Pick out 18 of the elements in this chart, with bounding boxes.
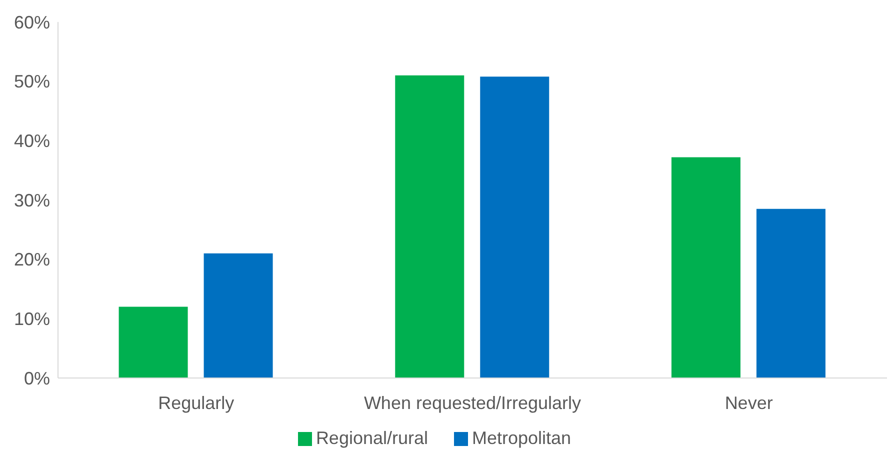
bar [671,157,740,378]
bar [756,208,826,378]
bar [395,75,464,378]
legend-label: Regional/rural [316,428,428,448]
y-tick-label: 0% [24,368,50,388]
y-tick-label: 50% [14,72,50,92]
y-tick-label: 60% [14,12,50,32]
y-tick-label: 20% [14,250,50,270]
bar [480,76,550,378]
x-tick-label: Regularly [158,392,234,413]
y-tick-label: 30% [14,190,50,210]
bar [118,306,188,378]
x-tick-label: When requested/Irregularly [364,392,582,413]
y-tick-label: 40% [14,131,50,152]
bar [204,253,273,378]
x-tick-label: Never [724,392,773,413]
legend-label: Metropolitan [472,428,572,448]
y-tick-label: 10% [14,309,50,330]
